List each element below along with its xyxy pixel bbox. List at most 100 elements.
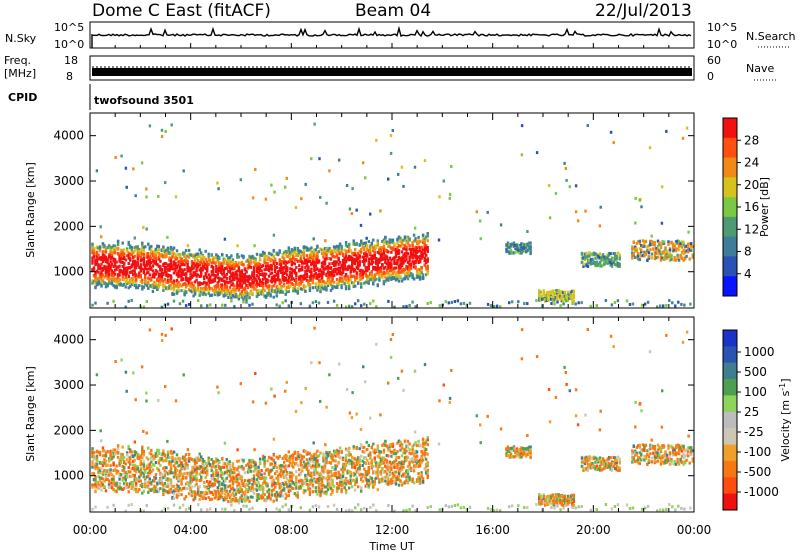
power-echo (118, 253, 121, 257)
power-echo (393, 276, 396, 280)
power-echo (293, 288, 296, 292)
power-echo (338, 278, 342, 282)
power-echo (328, 272, 331, 276)
power-echo (195, 288, 198, 292)
power-echo (210, 254, 213, 257)
velocity-echo (135, 477, 138, 481)
power-echo (135, 245, 138, 249)
power-echo (242, 293, 245, 297)
power-echo (135, 260, 138, 264)
power-echo (147, 271, 150, 274)
power-echo (157, 194, 160, 198)
velocity-echo (175, 495, 179, 499)
power-echo (367, 257, 370, 261)
power-echo (387, 177, 390, 181)
power-echo (283, 251, 286, 255)
power-echo (92, 253, 96, 257)
power-echo (267, 269, 271, 272)
y-tick-label: 1000 (53, 265, 84, 279)
power-echo (124, 305, 127, 309)
velocity-echo (219, 489, 222, 493)
power-echo (100, 262, 103, 266)
velocity-echo (151, 458, 155, 462)
velocity-echo (156, 454, 159, 458)
power-echo (180, 262, 183, 266)
power-echo (644, 252, 648, 256)
power-echo (402, 243, 405, 247)
velocity-echo (163, 469, 167, 473)
power-echo (203, 288, 206, 292)
power-echo (261, 292, 265, 295)
power-echo (597, 263, 600, 267)
power-echo (554, 191, 558, 195)
power-echo (357, 257, 360, 261)
power-echo (456, 299, 460, 303)
power-echo (308, 248, 312, 252)
power-echo (400, 263, 404, 267)
power-echo (169, 267, 173, 271)
power-echo (351, 305, 354, 309)
velocity-echo (133, 476, 136, 480)
power-echo (239, 283, 242, 287)
velocity-echo (130, 487, 133, 491)
power-echo (372, 265, 375, 269)
power-echo (650, 234, 653, 238)
power-echo (574, 302, 577, 306)
power-echo (246, 263, 250, 267)
power-echo (677, 248, 681, 252)
velocity-echo (126, 486, 129, 490)
power-echo (415, 268, 419, 272)
power-echo (193, 273, 197, 277)
power-echo (251, 281, 254, 284)
power-echo (124, 273, 127, 277)
power-echo (141, 287, 144, 291)
power-echo (200, 256, 203, 260)
power-echo (396, 271, 399, 274)
power-echo (348, 304, 351, 308)
power-echo (653, 257, 657, 261)
velocity-echo (227, 473, 230, 477)
power-echo (210, 270, 213, 274)
power-echo (382, 241, 386, 245)
power-echo (230, 283, 233, 287)
velocity-echo (203, 484, 206, 488)
power-echo (156, 283, 159, 287)
power-echo (399, 259, 402, 263)
power-echo (331, 255, 334, 259)
power-echo (396, 262, 399, 266)
power-echo (450, 165, 453, 168)
power-echo (384, 265, 387, 269)
power-colorbar-cell (723, 276, 737, 297)
power-echo (255, 289, 259, 293)
power-echo (334, 260, 337, 264)
power-echo (308, 304, 312, 308)
power-echo (113, 268, 117, 272)
power-echo (184, 249, 188, 253)
velocity-echo (212, 460, 215, 463)
power-echo (230, 299, 233, 303)
velocity-echo (116, 486, 120, 490)
power-echo (160, 305, 164, 309)
velocity-echo (94, 467, 97, 471)
power-echo (175, 278, 179, 282)
power-echo (307, 260, 310, 264)
power-echo (598, 224, 602, 228)
power-echo (123, 255, 126, 259)
velocity-echo (198, 497, 201, 501)
power-echo (177, 260, 180, 264)
power-echo (317, 286, 321, 289)
power-echo (425, 235, 428, 239)
power-echo (640, 254, 643, 258)
beam-label: Beam 04 (355, 1, 431, 21)
power-echo (236, 263, 239, 267)
power-echo (655, 247, 658, 250)
y-tick-label: 4000 (53, 129, 84, 143)
power-echo (426, 250, 429, 253)
power-echo (172, 246, 176, 250)
power-echo (151, 275, 155, 279)
velocity-echo (201, 462, 204, 466)
power-echo (236, 285, 239, 289)
power-echo (376, 250, 379, 254)
power-echo (592, 251, 596, 255)
power-echo (400, 165, 404, 169)
